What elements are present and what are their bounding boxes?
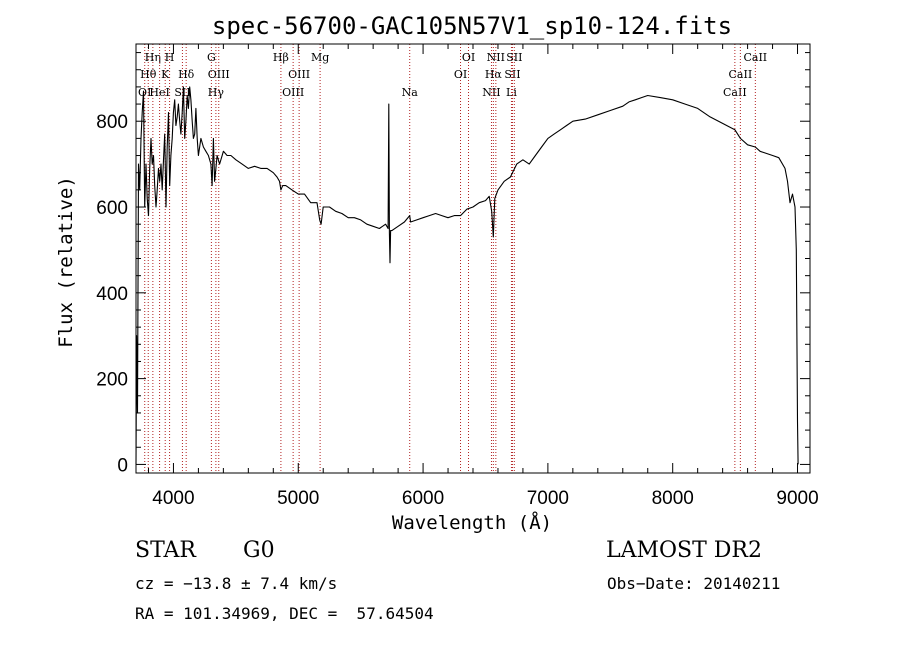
x-axis: 4000 5000 6000 7000 8000 9000 — [147, 44, 819, 509]
y-tick-label: 400 — [96, 284, 128, 305]
line-marker-label: HeI — [149, 86, 169, 99]
plot-frame — [135, 43, 811, 474]
spectral-subclass: G0 — [243, 538, 275, 563]
line-marker-label: CaII — [729, 68, 753, 81]
y-axis: 0 200 400 600 800 — [96, 52, 810, 476]
y-tick-label: 600 — [96, 198, 128, 219]
line-marker-label: NII — [482, 86, 500, 99]
line-marker-label: Hβ — [273, 51, 289, 64]
x-tick-label: 9000 — [776, 488, 818, 509]
line-marker-label: H — [165, 51, 175, 64]
x-tick-label: 5000 — [277, 488, 319, 509]
line-marker-label: Hα — [485, 68, 503, 81]
object-class: STAR — [135, 538, 196, 563]
line-marker-label: OI — [462, 51, 475, 64]
x-tick-label: 4000 — [152, 488, 194, 509]
x-tick-label: 8000 — [652, 488, 694, 509]
line-marker-label: CaII — [743, 51, 767, 64]
line-marker-label: Li — [506, 86, 517, 99]
line-marker-label: OIII — [282, 86, 304, 99]
y-axis-title: Flux (relative) — [55, 176, 77, 348]
y-tick-label: 0 — [117, 455, 128, 476]
line-marker-label: Hδ — [178, 68, 195, 81]
line-marker-label: Mg — [311, 51, 329, 64]
line-marker-label: SII — [504, 68, 520, 81]
y-tick-label: 800 — [96, 112, 128, 133]
line-marker-label: Hη — [145, 51, 161, 64]
x-tick-label: 6000 — [402, 488, 444, 509]
chart-title: spec-56700-GAC105N57V1_sp10-124.fits — [212, 12, 732, 40]
spectral-line-markers: OIHθHηHeIKHSIIHδGHγOIIIHβOIIIOIIIMgNaOIO… — [138, 44, 767, 473]
coordinates-readout: RA = 101.34969, DEC = 57.64504 — [135, 604, 434, 623]
line-marker-label: Hθ — [140, 68, 157, 81]
line-marker-label: OI — [454, 68, 467, 81]
spectrum-line-0 — [135, 86, 799, 465]
x-axis-title: Wavelength (Å) — [392, 511, 552, 534]
spectrum-series — [135, 86, 799, 465]
y-tick-label: 200 — [96, 370, 128, 391]
observation-date: Obs−Date: 20140211 — [607, 574, 781, 593]
survey-name: LAMOST DR2 — [606, 538, 762, 563]
line-marker-label: Hγ — [208, 86, 225, 99]
x-tick-label: 7000 — [527, 488, 569, 509]
line-marker-label: NII — [487, 51, 505, 64]
line-marker-label: Na — [402, 86, 419, 99]
line-marker-label: OIII — [208, 68, 230, 81]
line-marker-label: CaII — [723, 86, 747, 99]
redshift-readout: cz = −13.8 ± 7.4 km/s — [135, 574, 338, 593]
line-marker-label: OIII — [288, 68, 310, 81]
line-marker-label: SII — [506, 51, 522, 64]
line-marker-label: G — [207, 51, 216, 64]
line-marker-label: K — [161, 68, 170, 81]
